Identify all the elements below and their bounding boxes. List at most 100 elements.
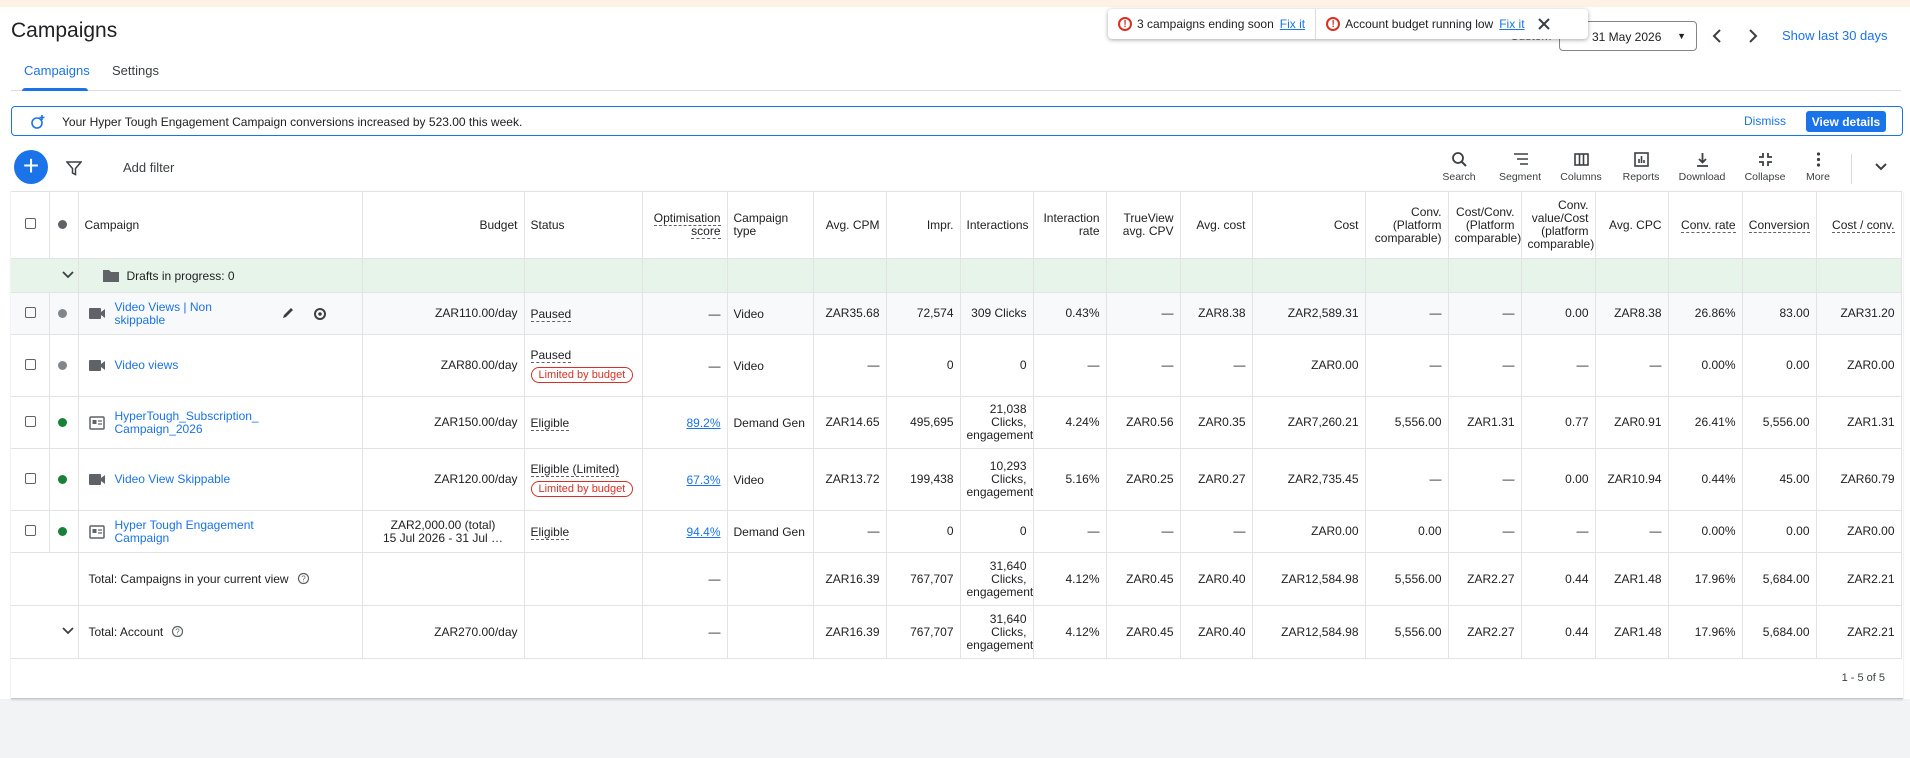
budget-value: ZAR150.00/day (434, 415, 518, 429)
metric-cell: ZAR0.40 (1179, 605, 1253, 659)
campaign-cell: Video views (77, 334, 363, 397)
metric-cell: ZAR0.00 (1251, 334, 1366, 397)
column-label: Campaign (84, 217, 140, 232)
status-dot (57, 526, 67, 536)
campaign-link[interactable]: HyperTough_Subscription_Campaign_2026 (114, 408, 259, 436)
campaign-link[interactable]: Hyper Tough Engagement Campaign (114, 517, 254, 545)
metric-value: ZAR0.00 (1311, 358, 1359, 372)
metric-value: ZAR0.91 (1614, 415, 1662, 429)
column-header[interactable]: Impr. (885, 191, 961, 259)
type-cell: Video (726, 292, 814, 335)
tool-label: Segment (1498, 171, 1542, 183)
checkbox[interactable] (25, 306, 36, 318)
dismiss-button[interactable]: Dismiss (1744, 114, 1786, 128)
tool-label: Search (1442, 171, 1476, 183)
toolbar-button[interactable]: Segment (1488, 151, 1552, 183)
filter-icon[interactable] (66, 160, 82, 176)
campaign-cell: Video View Skippable (77, 448, 363, 511)
cell (1251, 258, 1366, 293)
metric-cell: 31,640 Clicks, engagements (959, 552, 1034, 606)
tool-icon (1573, 153, 1589, 166)
column-header[interactable]: Conv. (Platform comparable) (1364, 191, 1449, 259)
metric-value: 17.96% (1694, 571, 1736, 586)
tab[interactable]: Campaigns (24, 63, 90, 78)
chevron[interactable] (61, 626, 75, 636)
column-header[interactable]: Conv. value/Cost (platform comparable) (1520, 191, 1596, 259)
column-header[interactable]: Status (523, 191, 643, 259)
metric-cell: 4.12% (1032, 552, 1107, 606)
metric-cell: — (812, 334, 887, 397)
help-icon[interactable]: ? (171, 625, 184, 638)
metric-value: ZAR0.56 (1126, 415, 1174, 429)
toolbar-button[interactable]: Search (1427, 151, 1491, 183)
metric-value: 0.44 (1565, 624, 1589, 639)
metric-cell: 0.44 (1520, 605, 1596, 659)
metric-value: 0 (1019, 358, 1027, 372)
metric-cell: — (1520, 334, 1596, 397)
toolbar-button[interactable]: Columns (1549, 151, 1613, 183)
help-icon[interactable]: ? (297, 572, 310, 585)
chevron[interactable] (61, 270, 75, 280)
divider (1315, 9, 1317, 39)
page-title: Campaigns (11, 19, 118, 42)
checkbox[interactable] (25, 524, 36, 536)
toolbar-button[interactable]: Download (1670, 151, 1734, 183)
column-header[interactable]: Cost (1251, 191, 1366, 259)
campaign-link[interactable]: Video views (114, 358, 179, 372)
metric-value: — (1429, 306, 1442, 320)
tab[interactable]: Settings (112, 63, 159, 78)
metric-value: ZAR2.21 (1847, 624, 1895, 639)
date-picker[interactable]: 31 May 2026 ▼ (1559, 21, 1697, 51)
column-label: Interactions (966, 217, 1029, 232)
checkbox[interactable] (25, 472, 36, 484)
column-header[interactable]: Cost / conv. (1815, 191, 1902, 259)
column-header[interactable]: Conv. rate (1667, 191, 1743, 259)
toolbar-button[interactable]: More (1786, 151, 1850, 183)
column-header[interactable]: Campaign (77, 191, 363, 259)
row-actions[interactable] (260, 306, 330, 322)
checkbox[interactable] (25, 218, 36, 229)
column-label: Cost / conv. (1832, 217, 1895, 233)
type-value: Demand Gen (733, 524, 805, 539)
column-header[interactable]: Budget (361, 191, 525, 259)
column-header[interactable]: TrueView avg. CPV (1105, 191, 1181, 259)
metric-cell: 767,707 (885, 552, 961, 606)
metric-value: ZAR35.68 (825, 306, 880, 320)
column-header[interactable]: Avg. CPC (1594, 191, 1669, 259)
checkbox[interactable] (25, 358, 36, 370)
checkbox[interactable] (25, 415, 36, 427)
toolbar-button[interactable]: Reports (1609, 151, 1673, 183)
column-header[interactable]: Cost/Conv. (Platform comparable) (1447, 191, 1522, 259)
column-header[interactable]: Optimisation score (641, 191, 728, 259)
cell (1447, 258, 1522, 293)
metric-cell: 21,038 Clicks, engagements (959, 396, 1034, 449)
expand-icon[interactable] (1874, 162, 1888, 172)
campaign-link[interactable]: Video View Skippable (114, 472, 231, 486)
metric-cell: — (1594, 510, 1669, 553)
column-label: TrueView avg. CPV (1122, 211, 1174, 238)
view-details-button[interactable]: View details (1806, 111, 1886, 132)
column-header[interactable]: Campaign type (726, 191, 814, 259)
status-dot (57, 219, 67, 229)
close-icon[interactable] (1537, 17, 1551, 31)
add-button[interactable]: + (14, 150, 48, 184)
metric-value: 26.86% (1694, 306, 1736, 320)
add-filter[interactable]: Add filter (123, 160, 175, 175)
column-label: Status (530, 217, 565, 232)
metric-cell: 17.96% (1667, 605, 1743, 659)
column-label: Cost/Conv. (Platform comparable) (1454, 204, 1521, 245)
column-header[interactable]: Avg. cost (1179, 191, 1253, 259)
toolbar-button[interactable]: Collapse (1733, 151, 1797, 183)
campaign-link[interactable]: Video Views | Non skippable (114, 299, 212, 327)
column-header[interactable]: Avg. CPM (812, 191, 887, 259)
column-header[interactable]: Conversion (1741, 191, 1817, 259)
fix-link[interactable]: Fix it (1499, 17, 1525, 31)
show-last-link[interactable]: Show last 30 days (1782, 28, 1888, 43)
fix-link[interactable]: Fix it (1279, 17, 1306, 31)
cell (812, 258, 887, 293)
score-cell: 94.4% (641, 510, 728, 553)
column-header[interactable]: Interaction rate (1032, 191, 1107, 259)
column-header[interactable]: Interactions (959, 191, 1034, 259)
date-nav[interactable] (1708, 26, 1768, 46)
metric-cell: 0.00 (1741, 334, 1817, 397)
